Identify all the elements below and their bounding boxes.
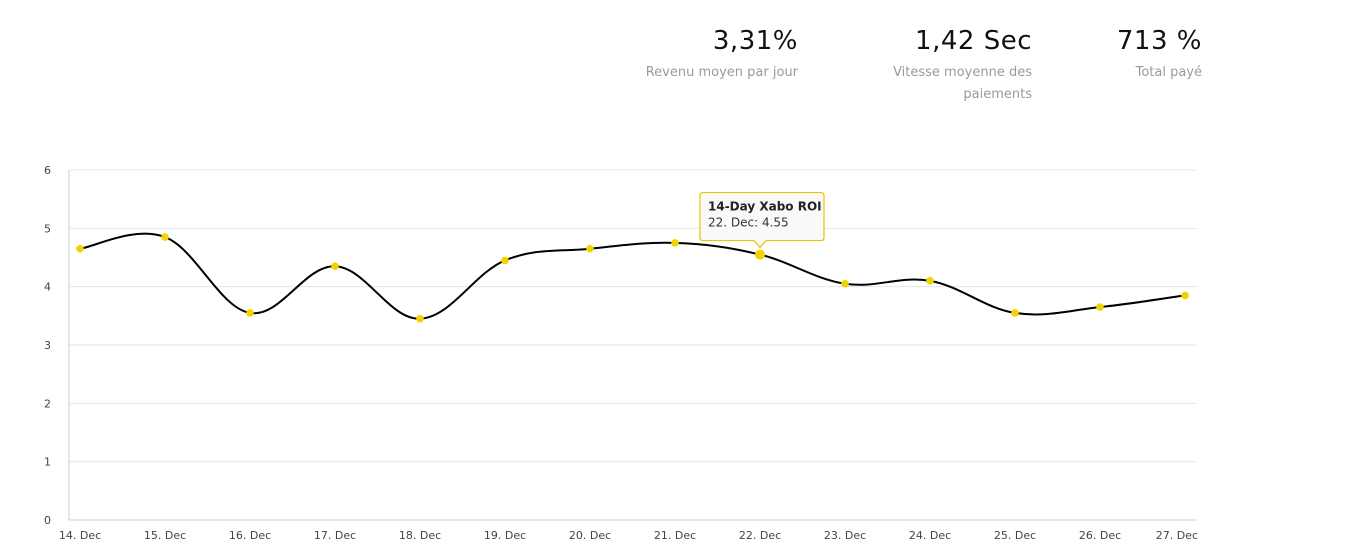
stat-value: 3,31%	[712, 26, 798, 56]
x-tick-label: 16. Dec	[229, 529, 271, 542]
stat-label: Vitesse moyenne des paiements	[893, 65, 1032, 102]
data-point	[416, 314, 424, 323]
y-tick-label: 1	[44, 456, 51, 469]
tooltip-title: 14-Day Xabo ROI	[708, 200, 822, 214]
x-tick-label: 23. Dec	[824, 529, 866, 542]
x-tick-label: 22. Dec	[739, 529, 781, 542]
x-tick-label: 18. Dec	[399, 529, 441, 542]
tooltip-box	[699, 191, 825, 249]
stat-label: Revenu moyen par jour	[645, 65, 798, 80]
stats-row: 3,31% Revenu moyen par jour 1,42 Sec Vit…	[0, 0, 1361, 120]
x-tick-label: 14. Dec	[59, 529, 101, 542]
y-tick-label: 2	[44, 397, 51, 410]
data-point	[1011, 309, 1019, 317]
y-tick-label: 0	[44, 514, 51, 527]
stat-value: 713 %	[1116, 26, 1202, 56]
data-point	[501, 256, 509, 265]
tooltip-value: 22. Dec: 4.55	[708, 216, 789, 230]
data-point	[1096, 303, 1104, 311]
x-tick-label: 21. Dec	[654, 529, 696, 542]
y-tick-label: 3	[44, 339, 51, 352]
data-point	[755, 249, 765, 260]
data-point	[1181, 291, 1189, 300]
y-tick-label: 6	[44, 164, 51, 177]
series-line	[79, 232, 1186, 320]
x-tick-label: 26. Dec	[1079, 529, 1121, 542]
data-point	[926, 277, 934, 285]
data-point	[76, 244, 84, 253]
stat-label: Total payé	[1135, 65, 1202, 80]
data-point	[671, 239, 679, 247]
y-tick-label: 5	[44, 222, 51, 235]
data-point	[586, 244, 594, 253]
stat-value: 1,42 Sec	[915, 26, 1032, 56]
x-tick-label: 19. Dec	[484, 529, 526, 542]
y-tick-label: 4	[44, 281, 51, 294]
x-tick-label: 25. Dec	[994, 529, 1036, 542]
x-tick-label: 24. Dec	[909, 529, 951, 542]
data-point	[331, 262, 339, 271]
data-point	[161, 233, 169, 241]
stat-total-paid: 713 % Total payé	[1082, 26, 1202, 84]
stat-payment-speed: 1,42 Sec Vitesse moyenne des paiements	[872, 26, 1032, 106]
stat-daily-revenue: 3,31% Revenu moyen par jour	[578, 26, 798, 84]
x-tick-label: 15. Dec	[144, 529, 186, 542]
x-tick-label: 20. Dec	[569, 529, 611, 542]
x-tick-label: 17. Dec	[314, 529, 356, 542]
x-tick-label: 27. Dec	[1156, 529, 1198, 542]
data-point	[841, 279, 849, 288]
data-point	[246, 309, 254, 317]
